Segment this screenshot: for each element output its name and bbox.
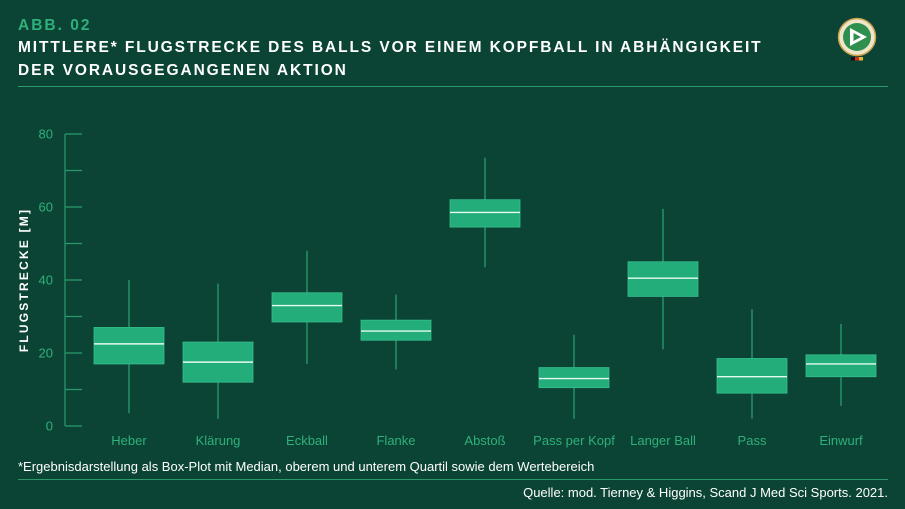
box-langer-ball	[627, 261, 699, 297]
x-category-label: Klärung	[196, 433, 241, 448]
box-pass	[716, 358, 788, 394]
x-category-label: Flanke	[376, 433, 415, 448]
boxplot-einwurf: Einwurf	[805, 323, 877, 448]
boxplot-abstoss: Abstoß	[449, 157, 521, 448]
x-category-label: Einwurf	[819, 433, 863, 448]
boxplot-klaerung: Klärung	[182, 283, 254, 448]
box-eckball	[271, 292, 343, 323]
boxplot-pass-per-kopf: Pass per Kopf	[533, 334, 615, 448]
x-category-label: Pass	[738, 433, 767, 448]
footnote: *Ergebnisdarstellung als Box-Plot mit Me…	[18, 459, 595, 474]
boxplot-pass: Pass	[716, 309, 788, 448]
y-axis-label: FLUGSTRECKE [M]	[17, 208, 31, 352]
box-heber	[93, 327, 165, 365]
boxplot-eckball: Eckball	[271, 250, 343, 448]
y-tick-label: 20	[39, 346, 53, 361]
boxplot-flanke: Flanke	[360, 294, 432, 448]
box-flanke	[360, 319, 432, 341]
chart-title-line-2: DER VORAUSGEGANGENEN AKTION	[18, 62, 348, 79]
boxplot-langer-ball: Langer Ball	[627, 208, 699, 448]
y-tick-label: 60	[39, 200, 53, 215]
x-category-label: Eckball	[286, 433, 328, 448]
box-pass-per-kopf	[538, 367, 610, 389]
boxplot-heber: Heber	[93, 280, 165, 448]
figure-label: ABB. 02	[18, 17, 92, 34]
x-category-label: Langer Ball	[630, 433, 696, 448]
x-category-label: Heber	[111, 433, 147, 448]
box-abstoss	[449, 199, 521, 228]
y-axis: 0 20 40 60 80	[39, 127, 82, 434]
box-einwurf	[805, 354, 877, 378]
footer-divider	[18, 479, 888, 480]
y-tick-label: 80	[39, 127, 53, 142]
header-divider	[18, 86, 888, 87]
y-tick-label: 0	[46, 419, 53, 434]
source-note: Quelle: mod. Tierney & Higgins, Scand J …	[523, 485, 888, 500]
chart-title-line-1: MITTLERE* FLUGSTRECKE DES BALLS VOR EINE…	[18, 39, 763, 56]
x-category-label: Abstoß	[464, 433, 505, 448]
y-tick-label: 40	[39, 273, 53, 288]
x-category-label: Pass per Kopf	[533, 433, 615, 448]
dfb-logo-icon	[837, 17, 877, 61]
